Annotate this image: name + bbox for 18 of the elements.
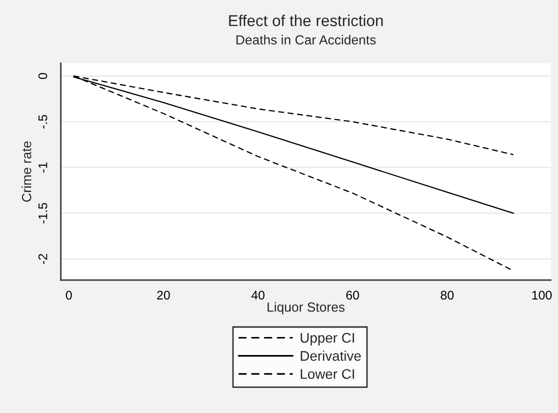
legend-label: Upper CI (300, 332, 354, 346)
x-axis-title: Liquor Stores (268, 302, 345, 314)
x-tick-label: 100 (532, 290, 552, 300)
x-tick-label: 0 (66, 290, 72, 300)
y-tick-label: -1.5 (38, 202, 48, 224)
x-tick-label: 20 (157, 290, 170, 300)
y-tick-label: -1 (38, 162, 48, 172)
legend-label: Derivative (300, 350, 361, 361)
y-tick-label: -2 (38, 254, 48, 264)
y-tick-label: 0 (38, 73, 48, 79)
y-axis-title: Crime rate (22, 141, 32, 202)
legend-label: Lower CI (300, 369, 354, 379)
y-tick-label: -.5 (38, 114, 48, 128)
x-tick-label: 40 (251, 290, 264, 300)
chart-title: Effect of the restriction (229, 14, 383, 26)
x-tick-label: 60 (346, 290, 360, 300)
chart-subtitle: Deaths in Car Accidents (236, 34, 376, 45)
x-tick-label: 80 (440, 290, 454, 300)
